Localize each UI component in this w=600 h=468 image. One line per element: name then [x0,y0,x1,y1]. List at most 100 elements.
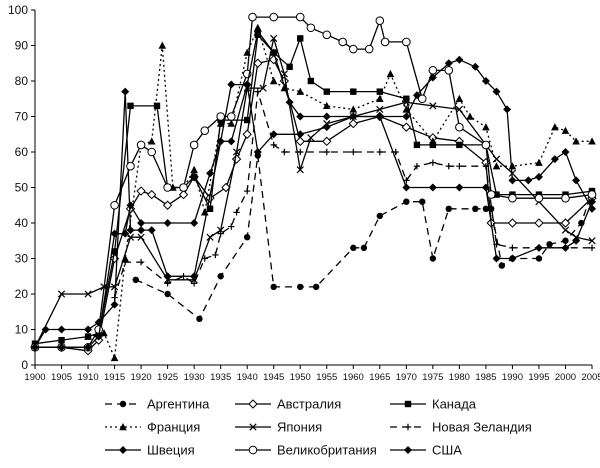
series-4-point [147,137,156,145]
series-4-line [87,27,592,359]
legend-label: Аргентина [147,397,210,412]
series-8-point [428,66,438,75]
series-4-point [535,158,543,166]
series-8-point [179,183,188,192]
series-3-point [403,95,410,102]
series-9 [31,27,596,352]
series-6-point [254,88,261,95]
series-5-point [259,84,267,92]
series-4-point [296,87,305,95]
series-8-point [364,44,374,54]
series-9-point [57,343,66,352]
series-8-point [561,193,570,203]
series-3-point [127,102,134,110]
series-9-point [126,201,135,210]
series-5-point [492,155,501,163]
legend-marker [119,423,127,431]
series-9-point [524,176,533,185]
x-tick-label: 1915 [104,372,125,383]
series-6-point [121,258,129,266]
series-5-point [455,105,464,114]
series-9-point [508,176,517,185]
x-tick-label: 1985 [475,372,496,383]
x-tick-label: 1970 [396,372,417,383]
series-4-point [482,123,490,131]
series-1-point [196,315,203,323]
x-tick-label: 1960 [343,372,364,383]
series-1-point [217,273,224,280]
series-7-point [269,130,278,139]
series-3-point [111,248,118,255]
series-7-point [121,87,130,96]
series-7-point [163,272,172,281]
legend-item: Новая Зеландия [390,420,532,435]
series-5-point [110,283,119,291]
series-5-point [84,290,92,298]
series-8-point [481,140,491,150]
series-2-point [322,136,332,147]
series-1-point [132,276,139,283]
series-8-point [322,30,332,40]
series-9-point [534,172,543,181]
legend-label: США [432,443,462,458]
series-8-point [248,12,257,22]
x-tick-label: 1945 [263,372,284,383]
series-9-point [588,204,596,213]
series-9-point [561,148,570,156]
series-9-point [269,48,278,57]
series-4-point [551,123,559,131]
series-9-point [428,73,437,82]
series-2-point [348,118,358,129]
y-tick-label: 80 [15,74,29,88]
series-9-point [285,98,294,107]
series-6-point [137,258,145,266]
series-7-point [296,130,305,139]
series-8-point [444,66,454,75]
series-9-point [492,87,501,96]
series-1-point [472,205,479,212]
series-2-point [253,58,263,68]
series-1-point [429,255,437,262]
series-3-point [307,77,315,85]
series-4-point [572,137,580,145]
series-3 [31,31,596,347]
series-3-point [493,191,500,198]
series-8-point [189,140,199,150]
series-1-point [360,244,368,252]
series-6-point [413,163,421,170]
series-5-point [561,226,570,234]
series-4-point [492,162,501,170]
series-6-point [445,163,452,170]
x-tick-label: 1940 [237,372,258,383]
series-8-point [402,37,411,47]
legend-label: Канада [432,397,477,412]
series-9-point [503,105,512,114]
x-tick-label: 1975 [422,372,443,383]
series-1-line [135,154,593,320]
x-tick-label: 1995 [528,372,549,383]
series-2-point [136,186,146,196]
series-7-point [588,197,596,206]
legend-label: Австралия [277,397,341,412]
x-tick-label: 1930 [184,372,205,383]
series-9-point [206,169,215,178]
series-6-point [456,163,463,170]
series-5-point [307,134,315,142]
x-tick-label: 1980 [449,372,470,383]
series-4-point [227,119,236,127]
series-8-point [587,190,597,199]
series-4-point [561,126,570,134]
series-6-point [323,148,330,156]
series-4-point [402,105,411,113]
series-8-line [35,16,593,348]
series-3-point [429,141,437,149]
series-9-point [471,62,480,71]
series-1-point [445,205,452,212]
series-4-point [269,77,278,85]
series-6-point [281,148,288,156]
series-5-point [137,233,145,241]
series-1-point [562,237,569,244]
series-4-point [84,332,92,340]
series-4-point [508,162,517,170]
legend-marker [248,399,258,409]
